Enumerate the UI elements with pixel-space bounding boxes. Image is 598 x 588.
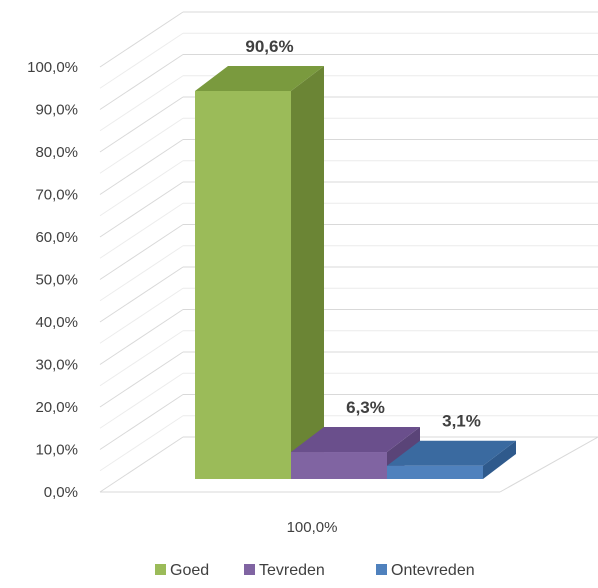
side-gridline	[99, 181, 184, 238]
bar-tevreden	[291, 452, 387, 479]
floor-right-edge	[499, 436, 598, 493]
bar-side-ontevreden	[483, 440, 516, 479]
side-gridline	[99, 394, 184, 450]
bar-top-goed	[195, 66, 324, 91]
y-tick-label: 30,0%	[35, 357, 78, 374]
y-tick-label: 80,0%	[35, 144, 78, 161]
side-minor-gridline	[99, 330, 184, 387]
side-minor-gridline	[99, 287, 184, 344]
side-minor-gridline	[99, 75, 184, 132]
side-minor-gridline	[99, 415, 184, 472]
side-gridline	[99, 266, 184, 323]
side-minor-gridline	[99, 202, 184, 259]
y-tick-label: 0,0%	[44, 484, 78, 501]
legend-swatch-goed	[155, 564, 166, 575]
y-tick-label: 60,0%	[35, 229, 78, 246]
side-gridline	[99, 309, 184, 365]
y-tick-label: 20,0%	[35, 399, 78, 416]
y-tick-label: 70,0%	[35, 187, 78, 204]
side-minor-gridline	[99, 372, 184, 429]
legend-label-goed: Goed	[170, 562, 209, 579]
data-label-goed: 90,6%	[245, 37, 293, 56]
side-minor-gridline	[99, 245, 184, 302]
side-gridline	[99, 224, 184, 280]
bar-top-ontevreden	[387, 440, 516, 466]
y-tick-label: 10,0%	[35, 442, 78, 459]
legend-label-tevreden: Tevreden	[259, 562, 325, 579]
side-gridline	[99, 11, 184, 68]
y-tick-label: 40,0%	[35, 314, 78, 331]
legend-label-ontevreden: Ontevreden	[391, 562, 475, 579]
side-minor-gridline	[99, 32, 184, 89]
category-label: 100,0%	[287, 519, 338, 536]
y-tick-label: 90,0%	[35, 102, 78, 119]
side-gridline	[99, 351, 184, 408]
side-gridline	[99, 54, 184, 110]
side-minor-gridline	[99, 160, 184, 217]
data-label-ontevreden: 3,1%	[442, 412, 481, 431]
y-tick-label: 100,0%	[27, 59, 78, 76]
side-gridline	[99, 96, 184, 153]
legend-swatch-ontevreden	[376, 564, 387, 575]
bar-top-tevreden	[291, 427, 420, 453]
bar-side-goed	[291, 66, 324, 479]
legend-swatch-tevreden	[244, 564, 255, 575]
bar-ontevreden	[387, 465, 483, 479]
side-gridline	[99, 436, 184, 493]
bar-goed	[195, 91, 291, 479]
y-tick-label: 50,0%	[35, 272, 78, 289]
side-gridline	[99, 139, 184, 195]
data-label-tevreden: 6,3%	[346, 398, 385, 417]
side-minor-gridline	[99, 117, 184, 174]
